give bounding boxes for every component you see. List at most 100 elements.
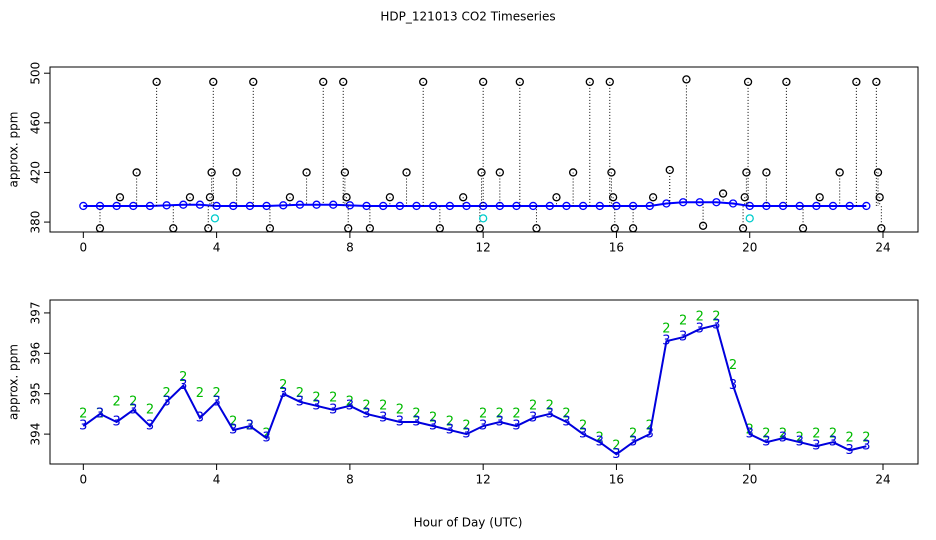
y-tick-label: 420 (29, 161, 43, 184)
point: 2 (312, 390, 320, 405)
point (435, 224, 445, 233)
point: 3 (746, 427, 754, 442)
point (185, 193, 195, 202)
point (402, 168, 411, 177)
point (462, 201, 471, 211)
point: 3 (696, 322, 704, 337)
point: 2 (596, 431, 604, 446)
point: 2 (479, 406, 487, 421)
point (712, 198, 721, 207)
point: 3 (412, 414, 420, 429)
point: 2 (113, 394, 121, 409)
point: 3 (712, 318, 720, 333)
point: 3 (179, 378, 187, 393)
point (495, 168, 504, 177)
point (515, 77, 524, 87)
point: 3 (262, 431, 270, 446)
point: 2 (529, 398, 537, 413)
point (873, 168, 883, 177)
point (862, 201, 871, 211)
point: 3 (679, 330, 687, 345)
point (162, 201, 171, 210)
point: 2 (179, 370, 187, 385)
point: 3 (296, 394, 304, 409)
x-tick-label: 12 (476, 473, 491, 487)
x-tick-label: 0 (80, 473, 88, 487)
point: 3 (429, 419, 437, 434)
point (835, 168, 844, 177)
point: 3 (812, 439, 820, 454)
point (812, 201, 821, 211)
chart-title: HDP_121013 CO2 Timeseries (380, 10, 555, 24)
point (595, 201, 604, 211)
point (265, 224, 275, 233)
point (718, 189, 728, 198)
point (249, 77, 258, 87)
point: 3 (379, 410, 387, 425)
point (112, 201, 121, 211)
point: 2 (762, 427, 770, 442)
point (379, 201, 388, 211)
point: 2 (546, 398, 554, 413)
point: 3 (312, 398, 320, 413)
point (852, 77, 861, 87)
point: 2 (729, 358, 737, 373)
point: 2 (696, 309, 704, 324)
point (628, 224, 638, 233)
point (743, 77, 753, 87)
point: 2 (746, 423, 754, 438)
point (612, 201, 621, 211)
point (795, 201, 804, 211)
x-tick-label: 24 (875, 473, 890, 487)
point (740, 193, 749, 202)
point: 3 (562, 414, 570, 429)
point (169, 224, 178, 233)
x-tick-label: 4 (213, 473, 221, 487)
point (782, 77, 791, 87)
point (545, 201, 554, 211)
point: 3 (779, 431, 787, 446)
point (302, 168, 311, 177)
point (179, 200, 188, 209)
point: 2 (279, 378, 287, 393)
point: 2 (862, 431, 870, 446)
point: 3 (362, 406, 370, 421)
x-axis-label: Hour of Day (UTC) (414, 516, 523, 530)
point: 2 (296, 386, 304, 401)
point: 2 (712, 309, 720, 324)
y-tick-label: 394 (29, 423, 43, 446)
point (279, 201, 288, 210)
point: 2 (779, 427, 787, 442)
point: 2 (562, 406, 570, 421)
point (875, 193, 884, 202)
point (698, 221, 708, 230)
point: 2 (579, 419, 587, 434)
point (205, 193, 215, 202)
point: 2 (462, 419, 470, 434)
point (362, 201, 371, 211)
x-tick-label: 20 (742, 473, 757, 487)
point: 2 (412, 406, 420, 421)
point: 3 (846, 443, 854, 458)
x-tick-label: 16 (609, 241, 624, 255)
point: 3 (646, 427, 654, 442)
point: 2 (496, 406, 504, 421)
point (477, 168, 486, 177)
point: 3 (96, 406, 104, 421)
point (607, 168, 616, 177)
point (479, 77, 488, 87)
point (479, 214, 488, 223)
x-tick-label: 8 (346, 241, 354, 255)
point: 2 (646, 419, 654, 434)
point (395, 201, 405, 211)
point (339, 77, 348, 87)
point (262, 201, 271, 211)
point: 3 (512, 419, 520, 434)
point: 2 (379, 398, 387, 413)
point: 2 (146, 402, 154, 417)
point (79, 201, 88, 211)
point: 2 (512, 406, 520, 421)
point: 2 (829, 427, 837, 442)
point (412, 201, 421, 211)
